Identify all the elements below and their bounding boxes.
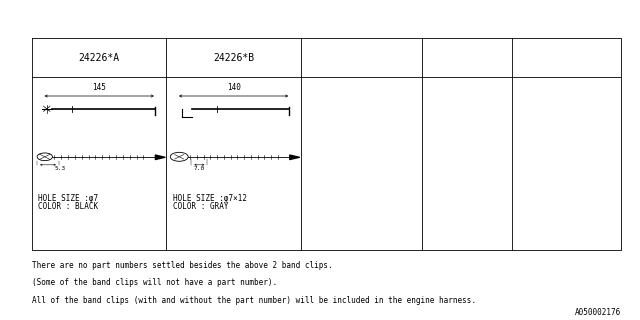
Text: 7.0: 7.0 (194, 166, 205, 172)
Text: (Some of the band clips will not have a part number).: (Some of the band clips will not have a … (32, 278, 277, 287)
Text: COLOR : GRAY: COLOR : GRAY (173, 202, 228, 211)
Text: 5.3: 5.3 (54, 166, 66, 172)
Text: A050002176: A050002176 (575, 308, 621, 317)
Text: HOLE SIZE :φ7: HOLE SIZE :φ7 (38, 194, 99, 203)
Text: 145: 145 (92, 83, 106, 92)
Text: 24226*B: 24226*B (213, 52, 254, 63)
Text: COLOR : BLACK: COLOR : BLACK (38, 202, 99, 211)
Text: HOLE SIZE :φ7×12: HOLE SIZE :φ7×12 (173, 194, 247, 203)
Text: 24226*A: 24226*A (79, 52, 120, 63)
Text: There are no part numbers settled besides the above 2 band clips.: There are no part numbers settled beside… (32, 261, 333, 270)
Text: All of the band clips (with and without the part number) will be included in the: All of the band clips (with and without … (32, 296, 476, 305)
Text: 140: 140 (227, 83, 241, 92)
